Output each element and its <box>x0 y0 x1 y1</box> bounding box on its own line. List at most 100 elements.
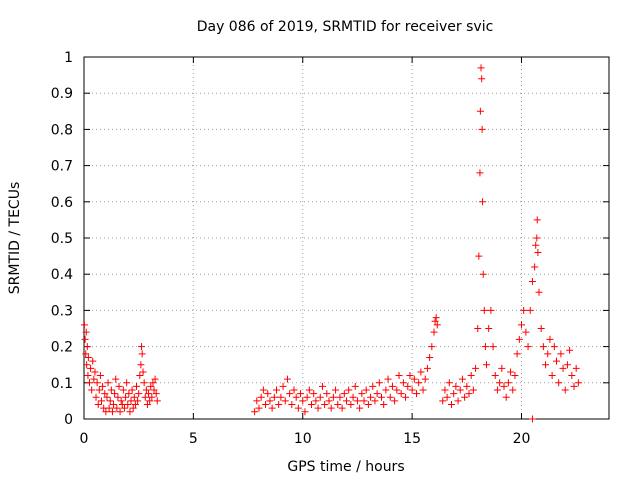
y-tick-label: 0.6 <box>51 195 73 211</box>
data-point <box>136 372 144 380</box>
data-point <box>117 397 125 405</box>
data-point <box>426 353 434 361</box>
data-point <box>450 390 458 398</box>
y-tick-label: 1 <box>64 50 73 66</box>
data-point <box>509 386 517 394</box>
data-point <box>557 350 565 358</box>
data-point <box>384 375 392 383</box>
data-point <box>257 393 265 401</box>
data-point <box>537 325 545 332</box>
data-point <box>502 393 510 401</box>
data-point <box>563 361 571 369</box>
data-point <box>255 404 263 412</box>
data-point <box>542 361 550 369</box>
data-point <box>253 397 261 405</box>
data-point <box>94 401 102 409</box>
data-point <box>568 372 576 380</box>
data-point <box>555 379 563 387</box>
data-point <box>574 379 582 387</box>
data-point <box>286 390 294 398</box>
data-point <box>277 393 285 401</box>
data-point <box>439 397 447 405</box>
data-point <box>472 364 480 372</box>
y-tick-label: 0.4 <box>51 267 73 283</box>
data-point <box>123 379 131 387</box>
data-point <box>310 390 318 398</box>
data-point <box>308 401 315 409</box>
data-point <box>104 379 112 387</box>
data-point <box>504 379 512 387</box>
data-point <box>115 382 123 390</box>
data-point <box>303 393 311 401</box>
data-point <box>327 404 335 412</box>
y-ticks: 0 0.1 0.2 0.3 0.4 0.5 0.6 0.7 0.8 0.9 1 <box>51 50 609 428</box>
x-ticks: 0 5 10 15 20 <box>80 57 530 447</box>
data-point <box>469 386 477 394</box>
data-point <box>92 393 100 401</box>
data-point <box>561 386 569 394</box>
data-point <box>489 343 497 351</box>
data-point <box>461 393 469 401</box>
data-point <box>467 372 475 380</box>
data-point <box>430 328 438 336</box>
data-point <box>566 346 574 354</box>
data-point <box>84 353 92 361</box>
x-tick-label: 0 <box>80 431 89 447</box>
data-point <box>137 361 145 369</box>
data-point <box>533 216 541 224</box>
data-point <box>299 397 307 405</box>
data-point <box>408 386 416 394</box>
data-point <box>290 386 298 394</box>
data-point <box>90 375 98 383</box>
data-point <box>294 404 302 412</box>
y-tick-label: 0.5 <box>51 231 73 247</box>
data-point <box>553 357 560 365</box>
data-point <box>120 404 128 412</box>
data-point <box>343 397 350 405</box>
data-point <box>478 75 486 83</box>
data-point <box>528 415 536 423</box>
data-point <box>149 379 157 387</box>
data-points <box>80 64 582 423</box>
y-tick-label: 0.9 <box>51 86 73 102</box>
data-point <box>347 401 355 409</box>
data-point <box>270 393 278 401</box>
data-point <box>480 306 488 314</box>
data-point <box>531 263 539 271</box>
data-point <box>89 357 97 365</box>
data-point <box>273 386 280 394</box>
y-axis-label: SRMTID / TECUs <box>7 182 23 295</box>
data-point <box>386 393 394 401</box>
data-point <box>433 321 441 329</box>
data-point <box>316 393 324 401</box>
data-point <box>301 408 309 416</box>
data-point <box>323 390 331 398</box>
data-point <box>106 397 114 405</box>
data-point <box>125 390 133 398</box>
data-point <box>129 404 137 412</box>
data-point <box>515 335 523 343</box>
data-point <box>351 382 359 390</box>
data-point <box>334 401 342 409</box>
data-point <box>150 386 158 394</box>
data-point <box>95 386 103 394</box>
y-tick-label: 0.8 <box>51 122 73 138</box>
data-point <box>550 343 558 351</box>
data-point <box>496 379 504 387</box>
data-point <box>138 343 146 351</box>
data-point <box>349 393 357 401</box>
data-point <box>475 252 483 260</box>
data-point <box>478 125 486 133</box>
data-point <box>421 375 429 383</box>
data-point <box>88 386 96 394</box>
data-point <box>544 350 552 358</box>
data-point <box>362 386 370 394</box>
data-point <box>367 393 375 401</box>
x-tick-label: 15 <box>403 431 421 447</box>
data-point <box>128 386 136 394</box>
data-point <box>402 393 410 401</box>
data-point <box>259 386 267 394</box>
data-point <box>84 372 92 380</box>
data-point <box>264 390 272 398</box>
